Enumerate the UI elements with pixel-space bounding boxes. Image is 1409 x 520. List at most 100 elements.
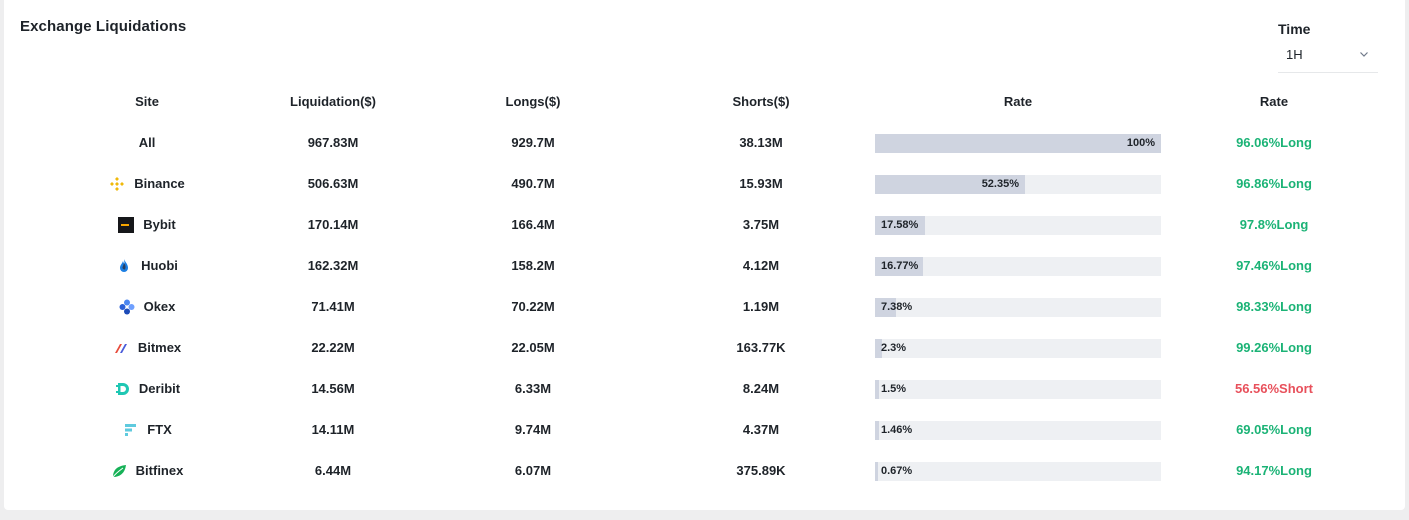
site-cell: Okex: [44, 286, 250, 327]
rate-label: 52.35%: [981, 178, 1019, 190]
rate-bar: 17.58%: [875, 216, 1161, 235]
long-short-rate: 99.26%Long: [1236, 340, 1312, 355]
rate-label: 100%: [1126, 137, 1155, 149]
site-name: Binance: [134, 176, 185, 191]
liquidation-value: 6.44M: [314, 463, 352, 478]
table-header: Site Liquidation($) Longs($) Shorts($) R…: [4, 82, 1405, 122]
bitmex-icon: [113, 340, 129, 356]
table-row[interactable]: Bybit 170.14M 166.4M 3.75M 17.58% 97.8%L…: [4, 204, 1405, 245]
site-cell: Bitfinex: [44, 450, 250, 491]
longs-value: 490.7M: [511, 176, 555, 191]
long-short-rate: 98.33%Long: [1236, 299, 1312, 314]
table-row[interactable]: Binance 506.63M 490.7M 15.93M 52.35% 96.…: [4, 163, 1405, 204]
table-row[interactable]: Deribit 14.56M 6.33M 8.24M 1.5% 56.56%Sh…: [4, 368, 1405, 409]
longs-value: 166.4M: [511, 217, 555, 232]
site-cell: Huobi: [44, 245, 250, 286]
table-row[interactable]: Huobi 162.32M 158.2M 4.12M 16.77% 97.46%…: [4, 245, 1405, 286]
site-name: FTX: [147, 422, 172, 437]
table-body: All 967.83M 929.7M 38.13M 100% 96.06%Lon…: [4, 122, 1405, 491]
rate-label: 7.38%: [881, 301, 913, 313]
site-name: Bitfinex: [135, 463, 184, 478]
column-header-liquidation: Liquidation($): [290, 94, 376, 109]
long-short-rate: 96.86%Long: [1236, 176, 1312, 191]
site-cell: Bitmex: [44, 327, 250, 368]
table-row[interactable]: All 967.83M 929.7M 38.13M 100% 96.06%Lon…: [4, 122, 1405, 163]
site-name: All: [138, 135, 156, 150]
site-cell: All: [44, 122, 250, 163]
long-short-rate: 69.05%Long: [1236, 422, 1312, 437]
table-row[interactable]: Bitmex 22.22M 22.05M 163.77K 2.3% 99.26%…: [4, 327, 1405, 368]
liquidation-value: 71.41M: [311, 299, 355, 314]
deribit-icon: [114, 381, 130, 397]
shorts-value: 3.75M: [742, 217, 780, 232]
liquidation-value: 162.32M: [307, 258, 359, 273]
rate-bar: 7.38%: [875, 298, 1161, 317]
okex-icon: [119, 299, 135, 315]
site-cell: Binance: [44, 163, 250, 204]
chevron-down-icon: [1360, 52, 1368, 57]
liquidation-value: 14.11M: [311, 422, 355, 437]
rate-label: 1.46%: [881, 424, 913, 436]
column-header-rate: Rate: [1003, 94, 1033, 109]
site-cell: Bybit: [44, 204, 250, 245]
time-select[interactable]: 1H: [1278, 40, 1378, 73]
rate-bar: 100%: [875, 134, 1161, 153]
column-header-longs: Longs($): [505, 94, 561, 109]
shorts-value: 38.13M: [739, 135, 783, 150]
rate-bar: 1.5%: [875, 380, 1161, 399]
page-title: Exchange Liquidations: [20, 18, 187, 35]
longs-value: 9.74M: [514, 422, 552, 437]
rate-label: 17.58%: [881, 219, 919, 231]
site-name: Okex: [143, 299, 176, 314]
rate-bar: 52.35%: [875, 175, 1161, 194]
site-cell: Deribit: [44, 368, 250, 409]
ftx-icon: [122, 422, 138, 438]
liquidation-value: 22.22M: [311, 340, 355, 355]
rate-bar-fill: [875, 175, 1025, 194]
table-row[interactable]: Okex 71.41M 70.22M 1.19M 7.38% 98.33%Lon…: [4, 286, 1405, 327]
bybit-icon: [118, 216, 135, 233]
table-row[interactable]: Bitfinex 6.44M 6.07M 375.89K 0.67% 94.17…: [4, 450, 1405, 491]
table-row[interactable]: FTX 14.11M 9.74M 4.37M 1.46% 69.05%Long: [4, 409, 1405, 450]
rate-bar-fill: [875, 216, 925, 235]
longs-value: 6.33M: [514, 381, 552, 396]
rate-label: 16.77%: [881, 260, 919, 272]
rate-label: 1.5%: [881, 383, 907, 395]
liquidation-value: 14.56M: [311, 381, 355, 396]
long-short-rate: 96.06%Long: [1236, 135, 1312, 150]
exchange-liquidations-card: Exchange Liquidations Time 1H Site Liqui…: [4, 0, 1405, 510]
long-short-rate: 56.56%Short: [1234, 381, 1314, 396]
longs-value: 158.2M: [511, 258, 555, 273]
long-short-rate: 97.46%Long: [1236, 258, 1312, 273]
rate-bar-fill: [875, 298, 896, 317]
shorts-value: 8.24M: [742, 381, 780, 396]
rate-bar-fill: [875, 380, 879, 399]
rate-bar-fill: [875, 462, 878, 481]
shorts-value: 375.89K: [736, 463, 786, 478]
rate-bar: 16.77%: [875, 257, 1161, 276]
time-select-value: 1H: [1286, 47, 1303, 62]
long-short-rate: 94.17%Long: [1236, 463, 1312, 478]
longs-value: 70.22M: [511, 299, 555, 314]
long-short-rate: 97.8%Long: [1239, 217, 1309, 232]
column-header-long-short-rate: Rate: [1259, 94, 1289, 109]
site-name: Bybit: [143, 217, 176, 232]
huobi-icon: [116, 258, 132, 274]
liquidation-value: 506.63M: [307, 176, 359, 191]
rate-bar: 1.46%: [875, 421, 1161, 440]
shorts-value: 1.19M: [742, 299, 780, 314]
rate-bar-fill: [875, 421, 879, 440]
site-cell: FTX: [44, 409, 250, 450]
site-name: Deribit: [138, 381, 181, 396]
column-header-shorts: Shorts($): [732, 94, 790, 109]
shorts-value: 4.12M: [742, 258, 780, 273]
site-name: Bitmex: [137, 340, 182, 355]
rate-bar: 0.67%: [875, 462, 1161, 481]
longs-value: 929.7M: [511, 135, 555, 150]
rate-bar-fill: [875, 339, 882, 358]
longs-value: 6.07M: [514, 463, 552, 478]
shorts-value: 4.37M: [742, 422, 780, 437]
liquidation-value: 967.83M: [307, 135, 359, 150]
rate-label: 0.67%: [881, 465, 913, 477]
liquidation-value: 170.14M: [307, 217, 359, 232]
